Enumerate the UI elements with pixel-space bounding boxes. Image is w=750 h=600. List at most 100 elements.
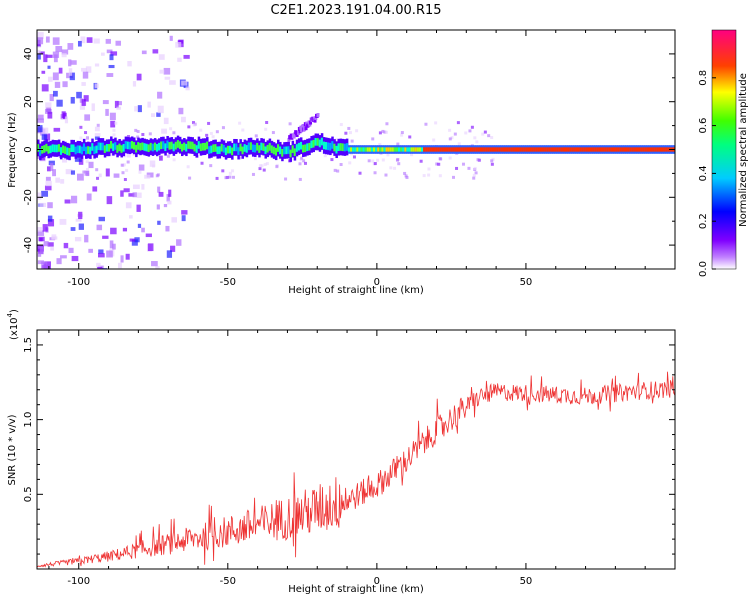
snr-frame bbox=[36, 329, 676, 570]
spectral-ridge-core bbox=[341, 143, 345, 152]
spectral-noise-cell bbox=[54, 81, 61, 88]
spectral-ridge-core bbox=[306, 143, 309, 152]
spectral-noise-cell bbox=[251, 172, 255, 176]
spectral-ridge-core bbox=[485, 147, 489, 152]
spectral-ridge-core bbox=[337, 143, 341, 152]
spectral-noise-cell bbox=[298, 177, 302, 181]
spectral-ridge-core bbox=[642, 147, 645, 152]
spectral-noise-cell bbox=[348, 161, 352, 165]
spectral-noise-cell bbox=[185, 86, 190, 91]
spectral-ridge-core bbox=[254, 144, 257, 153]
spectral-ridge-core bbox=[571, 147, 574, 152]
spectral-ridge-core bbox=[556, 147, 560, 152]
spectral-ridge-core bbox=[473, 147, 476, 152]
spectral-noise-cell bbox=[241, 128, 245, 132]
spectral-noise-cell bbox=[448, 156, 452, 160]
spectral-ridge-core bbox=[97, 142, 101, 151]
spectral-noise-cell bbox=[136, 135, 140, 139]
spectral-ridge-core bbox=[172, 143, 176, 152]
spectral-noise-cell bbox=[177, 40, 184, 44]
spectral-ridge-core bbox=[80, 146, 84, 155]
spectral-noise-cell bbox=[109, 54, 114, 61]
spectral-noise-cell bbox=[207, 121, 211, 125]
spectral-ridge-core bbox=[103, 145, 107, 153]
spectral-ridge-core bbox=[153, 142, 157, 151]
spectral-ridge-core bbox=[496, 147, 499, 152]
spectral-ridge-core bbox=[650, 147, 654, 152]
spectral-ridge-core bbox=[222, 144, 226, 153]
spectral-noise-cell bbox=[132, 184, 140, 190]
spectral-ridge-core bbox=[43, 145, 46, 153]
spectral-ridge-core bbox=[604, 147, 608, 152]
spectral-noise-cell bbox=[188, 176, 192, 180]
spectral-noise-cell bbox=[77, 40, 82, 47]
spectral-noise-cell bbox=[181, 116, 186, 123]
spectral-noise-cell bbox=[37, 114, 44, 120]
spectral-ridge-core bbox=[483, 147, 487, 152]
spectral-ridge-core bbox=[289, 149, 293, 158]
spectral-ridge-core bbox=[137, 142, 140, 150]
spectral-noise-cell bbox=[400, 133, 404, 137]
spectral-noise-cell bbox=[384, 130, 388, 134]
spectral-ridge-core bbox=[437, 147, 441, 152]
spectral-ridge-core bbox=[297, 142, 301, 151]
spectral-ridge-core bbox=[149, 142, 153, 151]
spectral-ridge-core bbox=[247, 142, 251, 151]
spectral-noise-cell bbox=[231, 175, 235, 179]
spectral-noise-cell bbox=[358, 171, 362, 175]
spectral-noise-cell bbox=[44, 261, 51, 269]
spectral-ridge-core bbox=[633, 147, 637, 152]
spectral-ridge-core bbox=[162, 141, 165, 149]
spectral-ridge-core bbox=[354, 147, 357, 152]
spectral-noise-cell bbox=[44, 185, 52, 191]
spectral-ridge-core bbox=[581, 147, 585, 152]
spectral-noise-cell bbox=[215, 130, 219, 134]
spectral-ridge-core bbox=[638, 147, 641, 152]
spectral-ridge-core bbox=[435, 147, 439, 152]
spectral-ridge-core bbox=[608, 147, 612, 152]
spectral-ridge-core bbox=[107, 143, 111, 152]
spectral-noise-cell bbox=[181, 215, 186, 222]
spectral-ridge-core bbox=[99, 142, 103, 151]
spectral-noise-cell bbox=[385, 122, 389, 126]
spectral-noise-cell bbox=[95, 168, 99, 172]
spectral-noise-cell bbox=[265, 120, 269, 124]
spectral-ridge-core bbox=[648, 147, 651, 152]
spectral-noise-cell bbox=[271, 131, 275, 135]
spectral-ridge-core bbox=[429, 147, 432, 152]
spectral-ridge-core bbox=[276, 144, 280, 152]
spectral-ridge-core bbox=[416, 147, 420, 152]
spectral-noise-cell bbox=[123, 178, 127, 182]
spectral-ridge-core bbox=[352, 147, 355, 152]
spectral-ridge-core bbox=[299, 141, 303, 150]
spectral-ridge-core bbox=[550, 147, 553, 152]
spectral-noise-cell bbox=[258, 164, 262, 168]
spectral-feature-cell bbox=[313, 118, 317, 123]
spectral-noise-cell bbox=[50, 163, 54, 171]
spectral-ridge-core bbox=[663, 147, 666, 152]
spectral-noise-cell bbox=[105, 108, 109, 116]
spectral-ridge-core bbox=[466, 147, 470, 152]
spectral-ridge-core bbox=[110, 140, 113, 149]
spectral-noise-cell bbox=[302, 159, 306, 163]
spectral-ridge-core bbox=[423, 147, 426, 152]
y-tick-label: 1.5 bbox=[23, 337, 34, 353]
spectral-noise-cell bbox=[386, 153, 390, 157]
spectral-noise-cell bbox=[137, 105, 142, 113]
spectral-ridge-core bbox=[216, 146, 219, 155]
spectral-noise-cell bbox=[126, 160, 130, 164]
spectral-noise-cell bbox=[157, 91, 163, 99]
spectral-ridge-core bbox=[362, 147, 366, 152]
spectral-ridge-core bbox=[646, 147, 649, 152]
spectral-ridge-core bbox=[621, 147, 624, 152]
x-tick-label: 0 bbox=[374, 277, 380, 288]
spectral-noise-cell bbox=[373, 171, 377, 175]
spectral-ridge-core bbox=[37, 144, 40, 152]
spectral-noise-cell bbox=[56, 99, 63, 107]
spectrogram-y-ticks: -40 -20 0 20 40 bbox=[23, 29, 675, 270]
spectral-ridge-core bbox=[512, 147, 516, 152]
spectral-noise-cell bbox=[41, 133, 48, 140]
spectral-noise-cell bbox=[117, 101, 122, 106]
spectral-ridge-core bbox=[460, 147, 464, 152]
